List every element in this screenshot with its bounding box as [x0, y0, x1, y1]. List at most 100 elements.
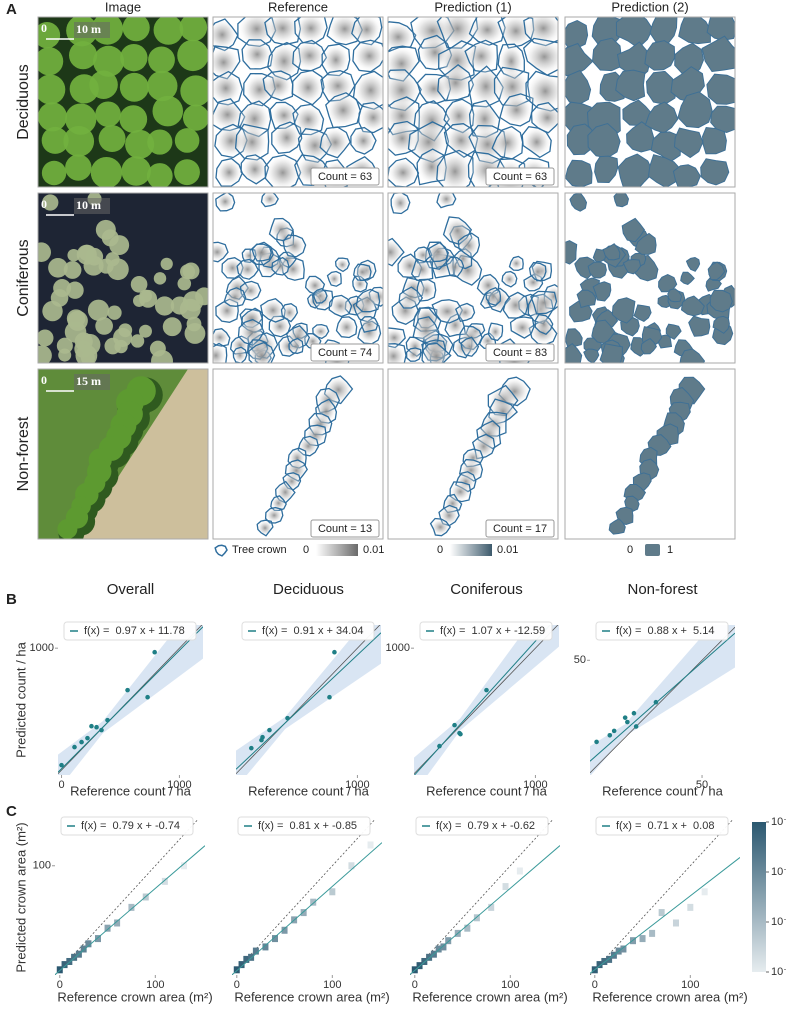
tree — [98, 125, 126, 153]
legend-box — [237, 816, 371, 836]
legend-crown-icon — [214, 544, 228, 557]
scale-zero: 0 — [41, 21, 47, 35]
crown-mask — [706, 17, 735, 41]
density-cell — [94, 935, 101, 943]
tree — [69, 41, 98, 70]
point — [631, 710, 637, 716]
legend-label: f(x) = 0.88 x + 5.14 — [616, 625, 714, 637]
point — [99, 727, 104, 733]
point — [458, 731, 463, 737]
identity-line — [55, 820, 198, 975]
panel-border — [387, 16, 559, 188]
tree — [89, 70, 118, 99]
panel: Count = 13 — [213, 369, 383, 539]
point — [437, 743, 442, 749]
tree — [57, 519, 78, 539]
crown-outline — [421, 342, 452, 363]
fit-line — [58, 626, 203, 773]
crown-outline — [530, 101, 558, 134]
point — [327, 694, 332, 700]
crown-outline — [312, 287, 328, 304]
point — [89, 723, 94, 729]
crown-mask — [634, 232, 657, 255]
x-axis-label: Reference count / ha — [70, 783, 191, 798]
density-cell — [426, 953, 433, 961]
confidence-band — [414, 625, 559, 775]
colorbar-tick: 0 — [303, 544, 309, 556]
count-box — [485, 343, 555, 362]
density-cell — [658, 909, 665, 917]
crown-outline — [335, 316, 358, 339]
tree — [90, 156, 123, 187]
density-cell — [639, 935, 646, 943]
tree — [67, 248, 80, 262]
chart-title: Overall — [107, 581, 155, 598]
crown-outline — [236, 258, 259, 280]
scale-bg — [74, 198, 110, 214]
crown-mask — [576, 289, 597, 309]
crown-outline — [256, 519, 274, 537]
density-cell — [262, 943, 269, 951]
density-cell — [66, 957, 73, 965]
tree — [119, 72, 149, 102]
crown-outline — [436, 149, 474, 187]
x-axis-label: Reference crown area (m²) — [592, 989, 747, 1004]
density-cell — [516, 867, 523, 875]
density-cell — [104, 924, 111, 932]
panel: Count = 63 — [388, 17, 558, 187]
crown-outline — [234, 123, 270, 161]
crown-mask — [640, 337, 658, 355]
crown-outline — [213, 342, 228, 363]
x-tick-label: 1000 — [345, 779, 369, 791]
tree — [95, 101, 121, 127]
crown-mask — [613, 193, 630, 208]
crown-outline — [291, 69, 325, 106]
density-cell — [161, 877, 168, 885]
tree — [63, 126, 95, 157]
point — [79, 739, 84, 745]
crown-outline — [405, 347, 422, 362]
crown-outline — [325, 92, 362, 129]
crown-outline — [416, 278, 437, 302]
scale-label: 15 m — [76, 374, 101, 388]
tree — [130, 276, 148, 293]
tree — [95, 219, 116, 240]
point — [267, 727, 272, 733]
crown-outline — [436, 193, 457, 209]
point — [145, 694, 150, 700]
count-box — [310, 519, 380, 538]
crown-outline — [491, 125, 524, 160]
crown-mask — [650, 131, 682, 163]
tree — [180, 264, 196, 280]
tree — [130, 334, 145, 348]
point — [625, 719, 630, 725]
crown-outline — [530, 290, 558, 315]
panel-border — [564, 192, 736, 364]
count-box — [485, 167, 555, 186]
density-cell — [80, 945, 87, 953]
point — [332, 649, 337, 655]
x-axis-label: Reference crown area (m²) — [234, 989, 389, 1004]
tree — [180, 75, 208, 107]
crown-mask — [565, 159, 593, 187]
tree — [148, 46, 175, 74]
crown-outline — [350, 126, 377, 155]
count-box — [310, 167, 380, 186]
point — [152, 649, 157, 655]
tree — [56, 337, 73, 354]
identity-line — [410, 820, 553, 975]
crown-outline — [294, 17, 328, 45]
density-cell — [248, 953, 255, 961]
x-tick-label: 0 — [57, 979, 63, 991]
crown-outline — [468, 65, 504, 108]
crown-outline — [319, 126, 351, 159]
panel-label: C — [6, 803, 17, 820]
density-cell — [300, 909, 307, 917]
fit-line — [590, 632, 735, 762]
density-cell — [243, 955, 250, 963]
y-tick-label: 50 — [574, 654, 586, 666]
crown-outline — [522, 37, 558, 76]
plot-area — [590, 625, 735, 775]
density-cell — [596, 961, 603, 969]
